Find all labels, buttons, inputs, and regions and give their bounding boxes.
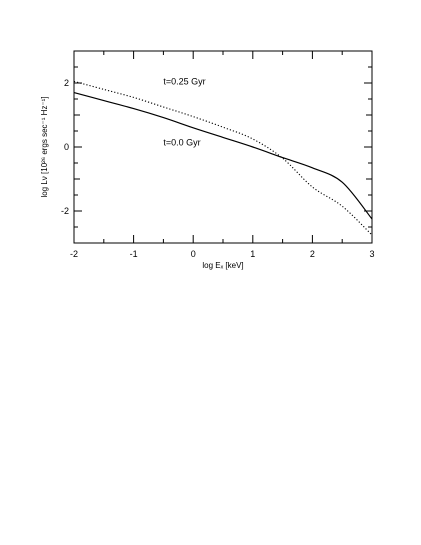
x-tick-label: 1 [250, 249, 255, 259]
series-layer [73, 80, 373, 236]
x-tick-label: 3 [369, 249, 374, 259]
x-tick-label: 2 [310, 249, 315, 259]
series-line-dotted [73, 80, 373, 236]
y-tick-label: 2 [64, 78, 69, 88]
annotation-layer: t=0.25 Gyr t=0.0 Gyr [163, 77, 205, 148]
axis-ticks [73, 50, 373, 244]
x-tick-label: -2 [70, 249, 78, 259]
x-tick-label: -1 [130, 249, 138, 259]
y-tick-label: 0 [64, 142, 69, 152]
axis-tick-labels: -2 -1 0 1 2 3 -2 0 2 [61, 78, 375, 259]
curve-annotation: t=0.25 Gyr [163, 77, 205, 87]
x-axis-title: log Eₓ [keV] [202, 261, 243, 270]
plot-frame [73, 50, 373, 244]
curve-annotation: t=0.0 Gyr [163, 137, 200, 147]
y-tick-label: -2 [61, 206, 69, 216]
series-line-solid [73, 92, 373, 220]
x-tick-label: 0 [191, 249, 196, 259]
y-axis-title: log Lν [10²⁶ ergs sec⁻¹ Hz⁻¹] [40, 96, 49, 197]
